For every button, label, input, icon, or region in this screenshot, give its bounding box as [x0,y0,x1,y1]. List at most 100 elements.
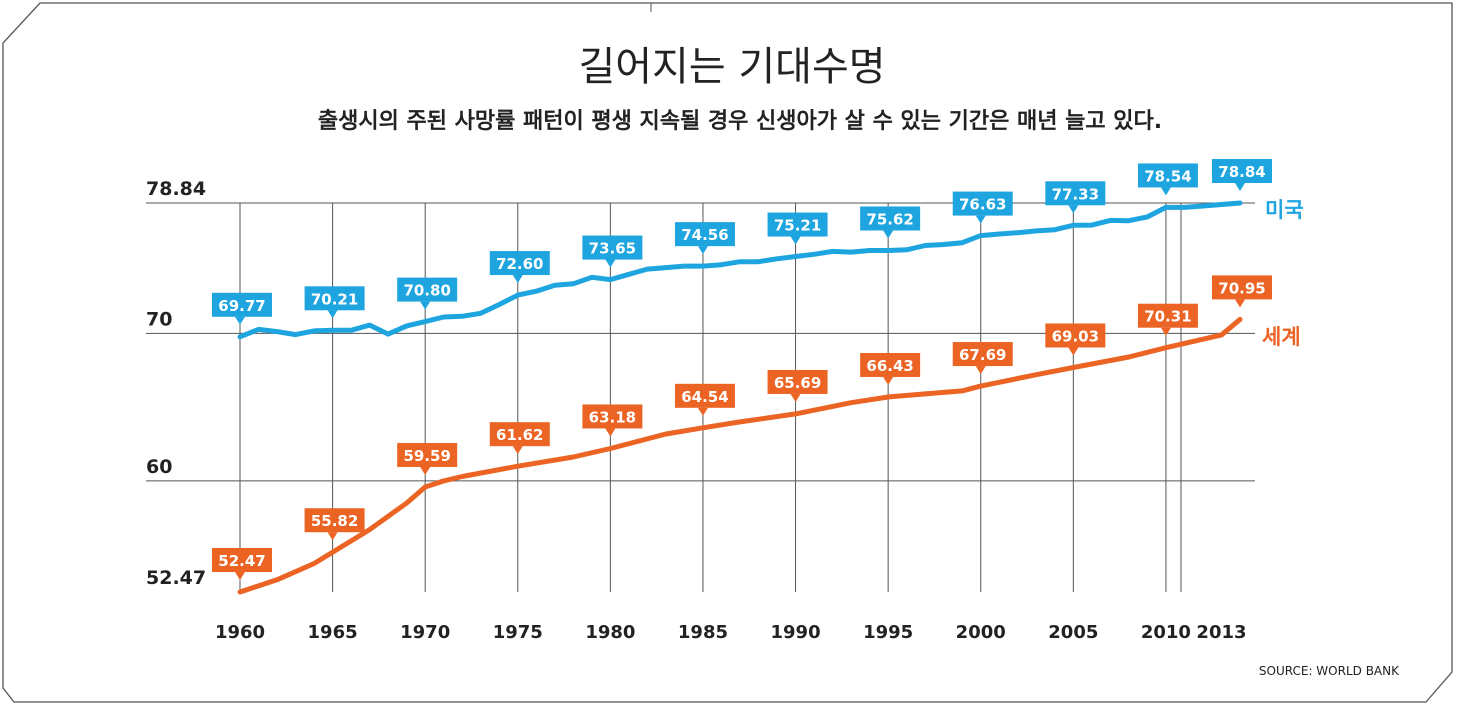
x-tick-label: 2000 [956,622,1006,643]
data-label-us: 76.63 [952,191,1013,224]
data-label-us: 77.33 [1045,181,1106,214]
data-label-text: 63.18 [589,408,636,426]
data-label-text: 76.63 [959,196,1006,214]
data-label-us: 70.80 [397,277,458,310]
data-label-text: 75.21 [774,217,821,235]
y-tick-label: 78.84 [146,178,206,200]
series-name-us: 미국 [1265,198,1304,222]
data-label-us: 72.60 [489,251,550,284]
data-label-text: 74.56 [681,226,728,244]
data-label-text: 66.43 [866,357,913,375]
data-label-box [489,251,550,276]
data-label-pointer [883,230,894,239]
data-label-pointer [327,310,338,319]
x-tick-label: 1965 [308,622,358,643]
data-label-pointer [420,466,431,475]
data-label-pointer [697,407,708,416]
data-label-box [767,369,828,394]
data-label-box [860,206,921,231]
data-label-box [304,508,365,533]
series-name-world: 세계 [1262,325,1301,349]
data-label-us: 69.77 [212,292,272,325]
data-label-text: 61.62 [496,426,543,444]
data-label-us: 70.21 [304,286,365,319]
data-label-pointer [1160,187,1171,196]
data-label-pointer [605,428,616,437]
data-label-box [674,383,735,408]
data-label-us: 74.56 [674,222,735,255]
data-labels: 69.77 70.21 70.80 72.60 73.65 74.56 75.21 75.62… [212,159,1272,580]
data-label-pointer [790,236,801,245]
data-label-box [1045,181,1106,206]
data-label-pointer [1160,327,1171,336]
data-label-world: 70.95 [1212,275,1272,308]
data-label-pointer [1235,299,1245,308]
x-tick-label: 1970 [400,622,450,643]
y-tick-label: 52.47 [146,567,206,589]
data-label-box [952,342,1013,367]
data-label-pointer [697,246,708,255]
chart-title: 길어지는 기대수명 [578,44,885,90]
x-tick-label: 1960 [215,622,265,643]
data-label-box [212,292,272,317]
data-label-us: 78.84 [1212,159,1272,191]
data-label-text: 78.54 [1144,167,1191,185]
data-label-world: 61.62 [489,422,550,455]
data-label-world: 66.43 [860,352,921,385]
data-label-world: 69.03 [1045,323,1106,356]
y-tick-label: 70 [146,308,172,330]
data-label-text: 72.60 [496,255,543,273]
data-label-text: 69.77 [218,297,265,315]
data-label-text: 73.65 [589,240,636,258]
data-label-pointer [1068,205,1079,214]
data-label-text: 70.21 [311,290,358,308]
data-label-world: 67.69 [952,342,1013,375]
data-label-pointer [512,275,523,284]
x-tick-label: 1990 [771,622,821,643]
data-label-text: 55.82 [311,512,358,530]
data-label-box [489,422,550,447]
data-label-box [397,277,458,302]
data-label-pointer [235,572,245,580]
data-label-text: 65.69 [774,374,821,392]
data-label-world: 52.47 [212,548,272,580]
data-label-world: 59.59 [397,442,458,475]
x-axis-ticks: 1960 1965 1970 1975 1980 1985 1990 1995 2000 2005… [215,622,1247,643]
data-label-box [767,212,828,237]
data-label-box [1212,159,1272,183]
gridlines [146,202,1255,592]
data-label-box [1045,323,1106,348]
data-label-text: 52.47 [218,552,265,570]
x-tick-label: 1980 [585,622,635,643]
data-label-pointer [420,301,431,310]
data-label-pointer [1068,347,1079,356]
data-label-world: 70.31 [1137,303,1198,336]
data-label-box [952,191,1013,216]
data-label-text: 69.03 [1052,327,1099,345]
data-label-pointer [327,532,338,541]
source-note: SOURCE: WORLD BANK [1259,664,1400,678]
series-lines [237,200,1243,595]
data-label-text: 67.69 [959,346,1006,364]
x-tick-label: 2013 [1196,622,1246,643]
data-label-box [582,235,643,260]
data-label-world: 64.54 [674,383,735,416]
data-label-world: 55.82 [304,508,365,541]
data-label-box [212,548,272,572]
x-tick-label: 1995 [863,622,913,643]
data-label-pointer [512,446,523,455]
data-label-text: 70.80 [403,282,450,300]
y-axis-ticks: 78.84 70 60 52.47 [146,178,206,589]
data-label-world: 65.69 [767,369,828,402]
data-label-pointer [1235,183,1245,191]
y-tick-label: 60 [146,456,172,478]
data-label-box [1137,303,1198,328]
data-label-pointer [790,393,801,402]
data-label-box [860,352,921,377]
data-label-box [1137,163,1198,188]
series-line-us [237,200,1243,340]
x-tick-label: 1975 [493,622,543,643]
